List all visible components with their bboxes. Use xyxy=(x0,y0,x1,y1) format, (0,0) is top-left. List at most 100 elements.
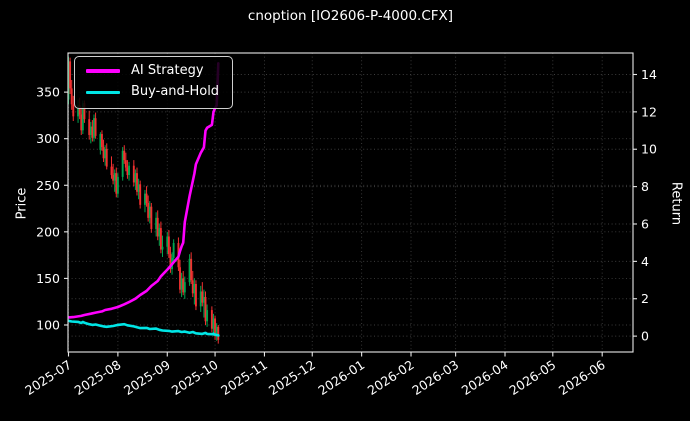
x-tick-label: 2025-07 xyxy=(22,357,74,398)
candle-body xyxy=(110,166,113,176)
x-tick-label: 2025-09 xyxy=(121,357,173,398)
candle-body xyxy=(70,88,73,105)
return-tick-label: 14 xyxy=(641,67,657,82)
plot-spines xyxy=(67,52,634,353)
candle-body xyxy=(101,134,103,148)
candle-body xyxy=(132,165,135,183)
candle-body xyxy=(89,126,92,135)
candle-body xyxy=(150,206,153,230)
candle-body xyxy=(182,278,185,293)
candle-body xyxy=(112,175,115,181)
price-tick-label: 100 xyxy=(36,317,60,332)
candle-body xyxy=(193,284,196,294)
candle-body xyxy=(93,118,95,138)
candle-body xyxy=(78,105,81,115)
candle-body xyxy=(116,176,119,194)
candle-body xyxy=(113,173,116,181)
candle-body xyxy=(210,310,213,329)
candle-body xyxy=(124,160,127,168)
candle-body xyxy=(139,184,142,205)
candle-body xyxy=(147,202,150,218)
line-ai-strategy xyxy=(68,61,220,319)
candle-body xyxy=(123,150,126,161)
candle-body xyxy=(169,254,172,270)
x-tick-label: 2025-12 xyxy=(266,357,318,398)
x-tick-label: 2026-04 xyxy=(459,357,511,398)
buy-and-hold-line-swatch xyxy=(86,90,120,95)
return-axis-label: Return xyxy=(668,181,684,226)
price-tick-label: 300 xyxy=(36,131,60,146)
chart-legend: AI Strategy Buy-and-Hold xyxy=(74,56,234,109)
candle-body xyxy=(214,318,217,337)
candle-body xyxy=(105,148,108,167)
candle-body xyxy=(145,193,148,203)
x-tick-label: 2026-05 xyxy=(506,357,558,398)
candle-body xyxy=(179,267,181,290)
candle-body xyxy=(217,326,220,340)
candle-body xyxy=(94,118,97,136)
candle-body xyxy=(172,243,175,258)
candle-body xyxy=(68,61,70,100)
candle-body xyxy=(134,173,137,183)
candle-body xyxy=(206,310,209,322)
ai-strategy-line-swatch xyxy=(86,69,120,73)
candle-body xyxy=(144,193,146,205)
candle-body xyxy=(202,297,205,303)
candle-body xyxy=(91,126,94,138)
candle-body xyxy=(194,284,197,307)
candle-body xyxy=(136,173,138,192)
x-tick-label: 2026-06 xyxy=(556,357,608,398)
candle-body xyxy=(102,147,105,159)
candle-body xyxy=(83,103,86,120)
candle-body xyxy=(72,104,75,117)
return-tick-label: 2 xyxy=(641,291,649,306)
candle-body xyxy=(115,173,118,194)
candle-body xyxy=(128,165,130,176)
return-tick-label: 4 xyxy=(641,254,649,269)
candle-body xyxy=(204,297,207,322)
candle-body xyxy=(104,148,107,159)
candle-body xyxy=(77,105,80,117)
return-tick-label: 12 xyxy=(641,104,657,119)
candle-body xyxy=(166,236,169,247)
candle-body xyxy=(201,291,204,303)
price-tick-label: 200 xyxy=(36,224,60,239)
candle-body xyxy=(81,103,84,131)
tick-labels: 100150200250300350024681012142025-072025… xyxy=(22,67,657,398)
legend-label-buy-and-hold: Buy-and-Hold xyxy=(131,84,220,100)
candle-body xyxy=(161,246,164,250)
candle-body xyxy=(191,280,194,294)
price-tick-label: 250 xyxy=(36,178,60,193)
candle-body xyxy=(212,318,215,329)
price-tick-label: 150 xyxy=(36,271,60,286)
candle-body xyxy=(88,119,91,135)
x-tick-label: 2025-10 xyxy=(169,357,221,398)
candle-body xyxy=(80,114,83,131)
line-buy-and-hold xyxy=(68,319,220,337)
x-tick-label: 2025-11 xyxy=(218,357,270,398)
legend-label-ai-strategy: AI Strategy xyxy=(131,63,204,78)
legend-item-ai-strategy: AI Strategy xyxy=(86,63,219,78)
candle-body xyxy=(155,217,158,230)
candle-body xyxy=(215,326,218,337)
candle-body xyxy=(190,258,193,281)
x-tick-label: 2026-02 xyxy=(365,357,417,398)
candle-body xyxy=(148,206,151,218)
candle-body xyxy=(158,228,161,237)
return-tick-label: 6 xyxy=(641,216,649,231)
x-tick-label: 2026-01 xyxy=(315,357,367,398)
series-lines xyxy=(68,61,220,337)
chart-title: cnoption [IO2606-P-4000.CFX] xyxy=(247,8,454,24)
candle-body xyxy=(199,291,202,307)
candle-body xyxy=(156,217,159,237)
candle-body xyxy=(180,278,183,290)
candle-body xyxy=(159,228,162,250)
return-tick-label: 10 xyxy=(641,142,657,157)
x-tick-label: 2026-03 xyxy=(409,357,461,398)
candle-body xyxy=(188,258,191,283)
price-tick-label: 350 xyxy=(36,85,60,100)
candle-body xyxy=(121,150,124,177)
return-tick-label: 0 xyxy=(641,329,649,344)
